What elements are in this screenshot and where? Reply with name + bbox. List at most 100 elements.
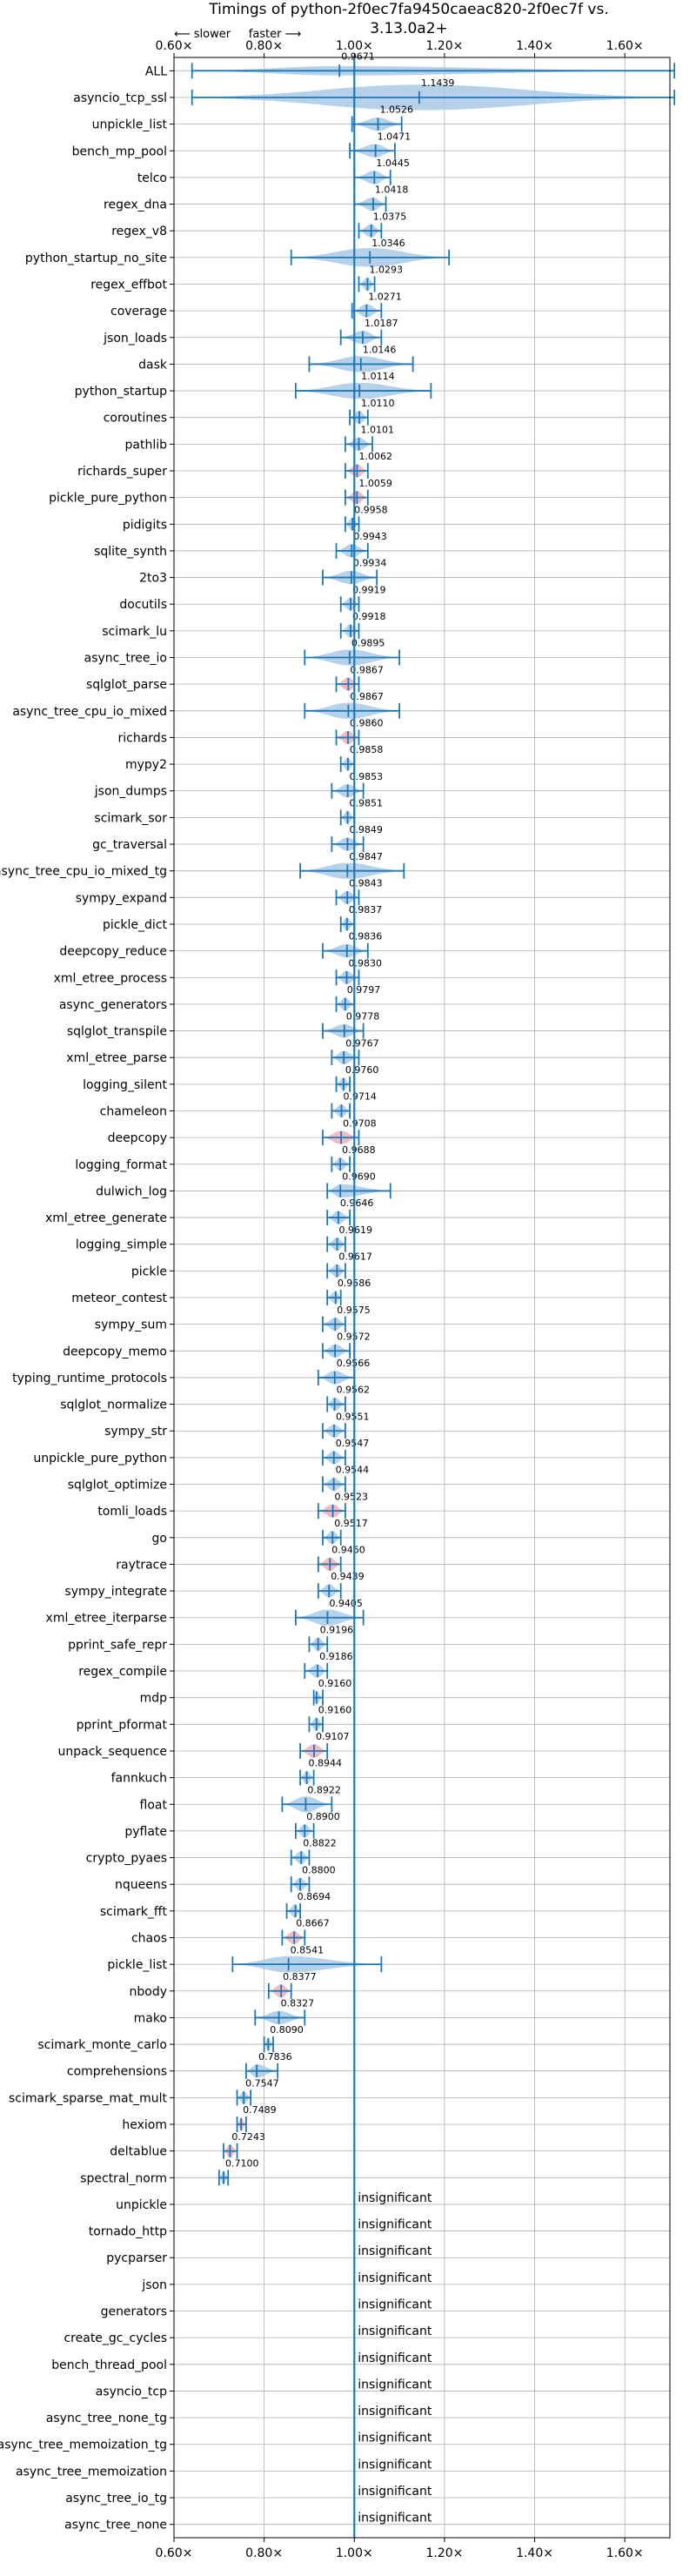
tick-label-x-top: 1.60× — [606, 39, 644, 53]
value-label: 0.9837 — [349, 904, 383, 916]
tick-label-y: xml_etree_generate — [45, 1211, 167, 1225]
value-label: 0.8377 — [283, 1971, 317, 1982]
tick-label-y: dulwich_log — [96, 1184, 167, 1198]
tick-label-y: xml_etree_parse — [66, 1051, 167, 1065]
tick-label-x-bottom: 1.40× — [516, 2546, 553, 2560]
value-label: 0.9851 — [350, 798, 384, 809]
value-label: 0.8944 — [309, 1758, 343, 1769]
value-label: 0.9858 — [350, 744, 384, 755]
tick-label-y: sqlite_synth — [94, 545, 167, 559]
value-label: 1.0101 — [361, 424, 395, 435]
value-label: 1.0062 — [358, 451, 392, 462]
value-label: 0.7836 — [258, 2051, 292, 2063]
tick-label-y: create_gc_cycles — [64, 2331, 167, 2345]
value-label: 0.9847 — [349, 851, 383, 862]
tick-label-y: pprint_pformat — [77, 1718, 168, 1732]
value-label: 0.9186 — [319, 1651, 353, 1662]
tick-label-y: tomli_loads — [97, 1505, 167, 1519]
tick-label-y: unpickle_pure_python — [33, 1452, 167, 1466]
value-label: 0.9439 — [331, 1571, 365, 1582]
tick-label-y: fannkuch — [111, 1772, 167, 1786]
value-label: 0.9767 — [345, 1037, 379, 1049]
tick-label-y: pickle_pure_python — [49, 492, 167, 506]
value-label: 0.9836 — [349, 931, 383, 943]
value-label: 0.9867 — [350, 664, 384, 675]
value-label: 0.8327 — [281, 1998, 315, 2009]
value-label: 1.0293 — [369, 265, 403, 276]
tick-label-y: meteor_contest — [71, 1291, 167, 1305]
tick-label-y: python_startup — [75, 385, 167, 399]
value-label: 1.0445 — [376, 158, 410, 169]
value-label: 1.0110 — [361, 398, 395, 409]
tick-label-y: regex_dna — [104, 198, 167, 212]
value-label: 1.0114 — [361, 371, 395, 382]
tick-label-y: async_tree_memoization — [16, 2465, 167, 2479]
insignificant-label: insignificant — [358, 2485, 432, 2499]
value-label: 1.1439 — [421, 77, 455, 89]
tick-label-y: pickle_list — [107, 1958, 167, 1972]
tick-label-y: pidigits — [123, 518, 167, 532]
tick-label-x-top: 1.00× — [336, 39, 373, 53]
value-label: 0.9867 — [350, 691, 384, 702]
value-label: 0.9566 — [337, 1358, 371, 1369]
value-label: 0.9646 — [340, 1197, 374, 1209]
tick-label-y: sqlglot_normalize — [60, 1399, 167, 1412]
insignificant-label: insignificant — [358, 2324, 432, 2338]
tick-label-y: async_tree_none_tg — [46, 2412, 167, 2425]
tick-label-y: typing_runtime_protocols — [12, 1372, 167, 1385]
tick-label-y: async_tree_io_tg — [65, 2492, 167, 2506]
tick-label-y: async_tree_cpu_io_mixed — [12, 705, 167, 719]
value-label: 0.8922 — [307, 1784, 341, 1795]
value-label: 0.9671 — [341, 50, 375, 62]
insignificant-label: insignificant — [358, 2405, 432, 2418]
tick-label-y: coroutines — [104, 412, 167, 426]
tick-label-y: pathlib — [125, 438, 168, 452]
value-label: 0.9196 — [320, 1625, 354, 1636]
tick-label-y: async_generators — [59, 998, 167, 1012]
tick-label-y: pycparser — [106, 2251, 167, 2265]
plot-frame — [173, 57, 671, 2539]
value-label: 0.8667 — [296, 1918, 330, 1929]
value-label: 0.9918 — [352, 611, 386, 622]
tick-label-y: scimark_monte_carlo — [37, 2038, 167, 2052]
value-label: 0.8900 — [306, 1811, 340, 1822]
tick-label-y: async_tree_memoization_tg — [0, 2438, 167, 2452]
tick-label-y: logging_format — [75, 1158, 167, 1172]
tick-label-y: deltablue — [110, 2145, 167, 2159]
value-label: 0.9958 — [354, 504, 388, 515]
value-label: 0.9843 — [349, 877, 383, 889]
insignificant-label: insignificant — [358, 2191, 432, 2205]
value-label: 0.9760 — [345, 1064, 379, 1076]
insignificant-label: insignificant — [358, 2458, 432, 2472]
tick-label-y: gc_traversal — [92, 838, 167, 852]
value-label: 1.0187 — [365, 318, 398, 329]
value-label: 0.9714 — [343, 1091, 377, 1103]
value-label: 0.9860 — [350, 718, 384, 729]
tick-label-y: python_startup_no_site — [25, 252, 167, 265]
tick-label-y: chaos — [131, 1931, 167, 1945]
tick-label-x-bottom: 1.60× — [606, 2546, 644, 2560]
value-label: 0.9160 — [318, 1678, 352, 1689]
tick-label-x-top: 0.80× — [245, 39, 283, 53]
value-label: 0.7100 — [225, 2157, 259, 2169]
value-label: 0.9523 — [335, 1491, 369, 1502]
tick-label-y: scimark_sparse_mat_mult — [9, 2091, 167, 2105]
tick-label-y: json_dumps — [94, 785, 167, 799]
value-label: 0.9830 — [348, 957, 382, 969]
tick-label-y: chameleon — [100, 1104, 167, 1118]
value-label: 0.9853 — [350, 771, 384, 782]
chart-subtitle: ⟵ slower faster ⟶ — [174, 28, 302, 41]
value-label: 0.8541 — [291, 1944, 325, 1955]
tick-label-y: float — [140, 1798, 168, 1812]
tick-label-y: crypto_pyaes — [86, 1852, 167, 1866]
tick-label-x-bottom: 0.80× — [245, 2546, 283, 2560]
tick-label-y: regex_compile — [78, 1665, 167, 1679]
value-label: 0.9619 — [339, 1224, 373, 1236]
value-label: 0.9690 — [342, 1171, 376, 1183]
tick-label-x-top: 1.40× — [516, 39, 553, 53]
value-label: 0.9551 — [336, 1411, 370, 1422]
value-label: 0.9895 — [351, 638, 385, 649]
tick-label-y: logging_simple — [76, 1238, 167, 1252]
value-label: 0.8694 — [298, 1891, 331, 1902]
tick-label-y: coverage — [110, 305, 167, 319]
